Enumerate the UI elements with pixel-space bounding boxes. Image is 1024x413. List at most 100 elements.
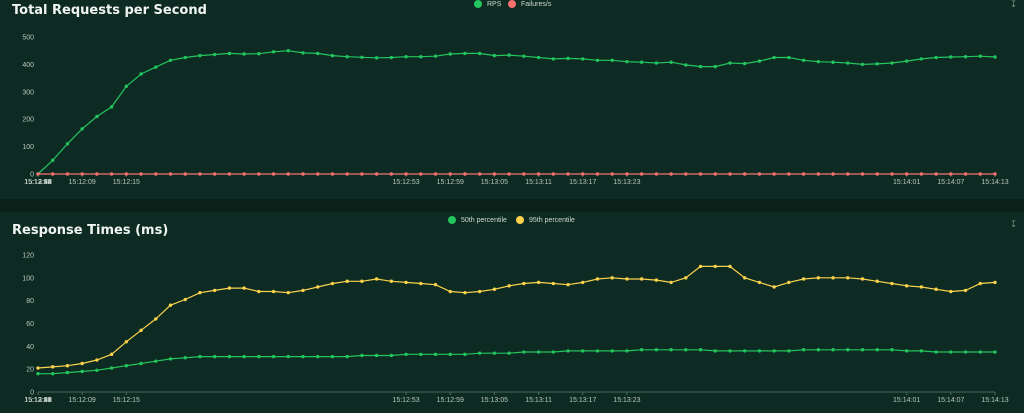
data-point <box>492 172 497 176</box>
data-point <box>109 105 114 109</box>
panel-divider <box>0 199 1024 212</box>
data-point <box>743 276 747 280</box>
data-point <box>890 172 894 176</box>
data-point <box>860 172 865 176</box>
download-icon[interactable]: ↧ <box>1009 0 1018 9</box>
data-point <box>242 172 246 176</box>
data-point <box>65 364 70 368</box>
x-tick-label: 15:12:53 <box>392 179 419 186</box>
data-point <box>183 356 187 360</box>
data-point <box>404 352 408 357</box>
data-point <box>698 64 703 69</box>
data-point <box>860 277 865 281</box>
data-point <box>433 282 438 287</box>
legend-item-rps[interactable]: RPS <box>474 0 501 8</box>
data-point <box>713 64 717 69</box>
data-point <box>345 354 349 359</box>
rps-chart-title: Total Requests per Second <box>12 3 207 18</box>
x-tick-label: 15:14:07 <box>937 397 964 404</box>
data-point <box>963 172 968 176</box>
data-point <box>801 172 806 176</box>
data-point <box>242 286 246 290</box>
data-point <box>389 279 394 283</box>
data-point <box>595 349 600 353</box>
data-point <box>463 51 467 56</box>
x-tick-label: 15:12:59 <box>437 179 464 186</box>
data-point <box>698 264 703 269</box>
data-point <box>345 279 349 283</box>
x-tick-label: 15:13:48 <box>24 397 51 404</box>
data-point <box>610 172 614 176</box>
x-tick-label: 15:12:03 <box>24 397 51 404</box>
x-tick-label: 15:13:17 <box>569 179 596 186</box>
x-tick-label: 15:13:48 <box>24 179 51 186</box>
legend-item-p95[interactable]: 95th percentile <box>516 216 575 224</box>
data-point <box>801 348 806 352</box>
data-point <box>374 56 379 60</box>
data-point <box>610 58 614 62</box>
data-point <box>463 172 467 176</box>
data-point <box>595 277 600 281</box>
y-tick-label: 400 <box>22 62 34 69</box>
data-point <box>301 51 305 55</box>
data-point <box>448 52 452 56</box>
data-point <box>271 289 276 294</box>
x-tick-label: 15:12:59 <box>437 397 464 404</box>
data-point <box>198 53 202 58</box>
data-point <box>448 352 452 357</box>
data-point <box>743 172 747 176</box>
x-tick-label: 15:12:53 <box>392 397 419 404</box>
data-point <box>831 60 835 64</box>
x-tick-label: 15:13:42 <box>24 397 51 404</box>
data-point <box>316 51 320 56</box>
data-point <box>51 172 55 176</box>
data-point <box>846 348 850 352</box>
data-point <box>610 349 614 353</box>
data-point <box>963 288 968 293</box>
data-point <box>875 62 879 66</box>
data-point <box>95 114 99 119</box>
data-point <box>860 62 865 67</box>
data-point <box>772 55 776 60</box>
data-point <box>154 172 158 176</box>
data-point <box>227 354 232 359</box>
data-point <box>95 358 99 362</box>
data-point <box>846 276 850 280</box>
data-point <box>80 127 84 131</box>
y-tick-label: 500 <box>22 35 34 42</box>
y-tick-label: 0 <box>30 390 34 397</box>
legend-swatch <box>448 216 456 224</box>
legend-item-failures[interactable]: Failures/s <box>508 0 551 8</box>
data-point <box>581 280 585 285</box>
data-point <box>581 57 585 61</box>
data-point <box>286 354 290 359</box>
y-tick-label: 100 <box>22 144 34 151</box>
data-point <box>51 158 55 162</box>
legend-swatch <box>516 216 524 224</box>
download-icon[interactable]: ↧ <box>1009 219 1018 229</box>
data-point <box>389 55 394 60</box>
data-point <box>257 289 261 294</box>
data-point <box>507 351 511 355</box>
data-point <box>978 281 982 286</box>
data-point <box>95 368 99 373</box>
data-point <box>51 372 55 376</box>
legend-item-p50[interactable]: 50th percentile <box>448 216 507 224</box>
data-point <box>993 172 997 176</box>
rps-chart-panel: Total Requests per Second RPS Failures/s… <box>0 0 1024 199</box>
data-point <box>684 348 688 352</box>
data-point <box>787 172 791 176</box>
data-point <box>684 276 688 280</box>
data-point <box>684 63 688 67</box>
data-point <box>271 354 276 359</box>
data-point <box>831 172 835 176</box>
data-point <box>448 289 452 294</box>
data-point <box>669 348 673 352</box>
data-point <box>65 142 70 146</box>
data-point <box>654 348 659 352</box>
data-point <box>271 172 276 176</box>
data-point <box>536 280 541 285</box>
data-point <box>227 172 232 176</box>
data-point <box>271 50 276 54</box>
y-tick-label: 40 <box>26 344 34 351</box>
